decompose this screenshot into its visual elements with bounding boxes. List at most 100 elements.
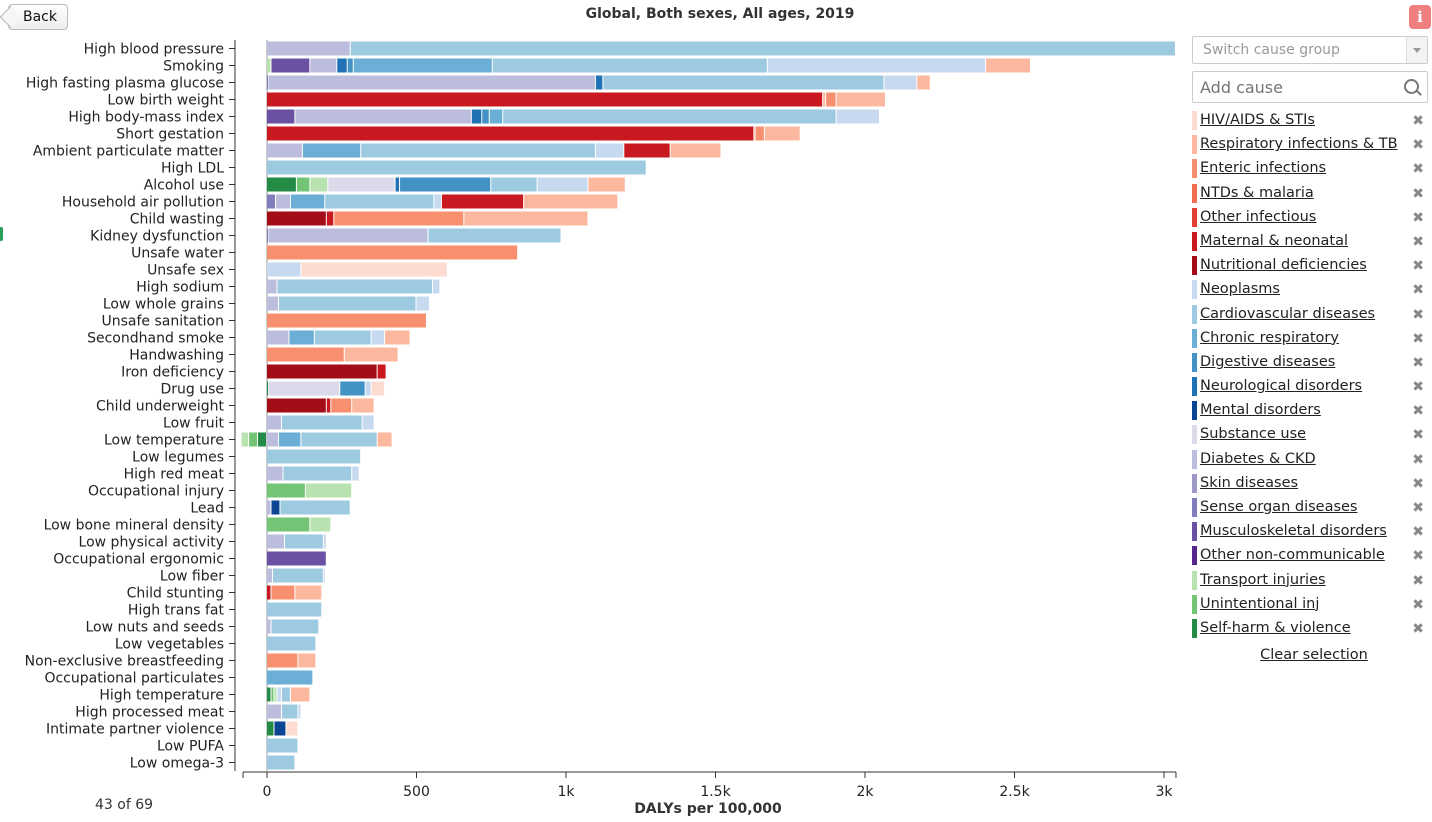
- legend-label[interactable]: Digestive diseases: [1200, 353, 1336, 370]
- bar-segment[interactable]: [836, 109, 879, 124]
- bar-segment[interactable]: [492, 58, 767, 73]
- bar-segment[interactable]: [267, 364, 377, 379]
- bar-segment[interactable]: [347, 58, 353, 73]
- bar-segment[interactable]: [767, 58, 986, 73]
- bar-segment[interactable]: [277, 279, 432, 294]
- legend-label[interactable]: Self-harm & violence: [1200, 619, 1351, 636]
- bar-segment[interactable]: [310, 58, 337, 73]
- bar-segment[interactable]: [267, 500, 271, 515]
- legend-item[interactable]: Substance use ✖: [1192, 423, 1428, 447]
- bar-segment[interactable]: [267, 415, 281, 430]
- close-icon[interactable]: ✖: [1412, 475, 1424, 492]
- legend-item[interactable]: Other infectious ✖: [1192, 206, 1428, 230]
- bar-segment[interactable]: [471, 109, 482, 124]
- bar-segment[interactable]: [365, 381, 371, 396]
- legend-label[interactable]: Substance use: [1200, 426, 1307, 443]
- close-icon[interactable]: ✖: [1412, 524, 1424, 541]
- bar-segment[interactable]: [280, 500, 350, 515]
- bar-segment[interactable]: [271, 500, 280, 515]
- bar-segment[interactable]: [267, 41, 350, 56]
- legend-label[interactable]: Diabetes & CKD: [1200, 450, 1316, 467]
- bar-segment[interactable]: [272, 568, 323, 583]
- bar-segment[interactable]: [267, 551, 326, 566]
- bar-segment[interactable]: [434, 194, 441, 209]
- bar-segment[interactable]: [281, 687, 290, 702]
- bar-segment[interactable]: [537, 177, 588, 192]
- legend-label[interactable]: NTDs & malaria: [1200, 184, 1314, 201]
- bar-segment[interactable]: [385, 330, 410, 345]
- bar-segment[interactable]: [290, 194, 325, 209]
- bar-segment[interactable]: [482, 109, 489, 124]
- bar-segment[interactable]: [428, 228, 561, 243]
- legend-label[interactable]: Nutritional deficiencies: [1200, 257, 1367, 274]
- clear-selection-link[interactable]: Clear selection: [1260, 647, 1368, 664]
- bar-segment[interactable]: [268, 381, 340, 396]
- legend-label[interactable]: Cardiovascular diseases: [1200, 305, 1376, 322]
- bar-segment[interactable]: [826, 92, 836, 107]
- legend-item[interactable]: Respiratory infections & TB ✖: [1192, 133, 1428, 157]
- bar-segment[interactable]: [310, 177, 328, 192]
- bar-segment[interactable]: [323, 534, 326, 549]
- bar-segment[interactable]: [284, 534, 323, 549]
- switch-cause-group-select[interactable]: Switch cause group: [1192, 36, 1428, 64]
- bar-segment[interactable]: [310, 517, 331, 532]
- bar-segment[interactable]: [267, 755, 295, 770]
- legend-item[interactable]: HIV/AIDS & STIs ✖: [1192, 109, 1428, 133]
- legend-label[interactable]: Sense organ diseases: [1200, 499, 1358, 515]
- legend-label[interactable]: Musculoskeletal disorders: [1200, 523, 1387, 540]
- bar-segment[interactable]: [267, 330, 289, 345]
- legend-label[interactable]: Mental disorders: [1200, 402, 1321, 419]
- bar-segment[interactable]: [267, 517, 310, 532]
- bar-segment[interactable]: [267, 721, 274, 736]
- legend-item[interactable]: Chronic respiratory ✖: [1192, 327, 1428, 351]
- bar-segment[interactable]: [277, 687, 281, 702]
- bar-segment[interactable]: [754, 126, 756, 141]
- bar-segment[interactable]: [268, 228, 428, 243]
- bar-segment[interactable]: [884, 75, 917, 90]
- legend-item[interactable]: Self-harm & violence ✖: [1192, 617, 1428, 641]
- bar-segment[interactable]: [267, 534, 284, 549]
- bar-segment[interactable]: [595, 143, 624, 158]
- bar-segment[interactable]: [295, 585, 322, 600]
- bar-segment[interactable]: [917, 75, 930, 90]
- bar-segment[interactable]: [352, 398, 374, 413]
- bar-segment[interactable]: [267, 313, 426, 328]
- bar-segment[interactable]: [395, 177, 400, 192]
- bar-segment[interactable]: [267, 160, 646, 175]
- close-icon[interactable]: ✖: [1412, 161, 1424, 178]
- close-icon[interactable]: ✖: [1412, 113, 1424, 129]
- bar-segment[interactable]: [361, 143, 595, 158]
- legend-label[interactable]: Chronic respiratory: [1200, 329, 1339, 346]
- close-icon[interactable]: ✖: [1412, 403, 1424, 420]
- bar-segment[interactable]: [764, 126, 800, 141]
- bar-segment[interactable]: [624, 143, 670, 158]
- bar-segment[interactable]: [823, 92, 826, 107]
- bar-segment[interactable]: [301, 432, 377, 447]
- bar-segment[interactable]: [281, 704, 298, 719]
- close-icon[interactable]: ✖: [1412, 330, 1424, 347]
- bar-segment[interactable]: [986, 58, 1030, 73]
- bar-segment[interactable]: [267, 585, 271, 600]
- bar-segment[interactable]: [278, 432, 301, 447]
- bar-segment[interactable]: [267, 109, 295, 124]
- bar-segment[interactable]: [595, 75, 603, 90]
- bar-segment[interactable]: [371, 381, 385, 396]
- bar-segment[interactable]: [340, 381, 365, 396]
- bar-segment[interactable]: [326, 398, 331, 413]
- legend-item[interactable]: Transport injuries ✖: [1192, 569, 1428, 593]
- bar-segment[interactable]: [267, 347, 344, 362]
- legend-item[interactable]: Musculoskeletal disorders ✖: [1192, 520, 1428, 544]
- bar-segment[interactable]: [267, 619, 271, 634]
- bar-segment[interactable]: [267, 449, 361, 464]
- search-icon[interactable]: [1404, 79, 1419, 94]
- close-icon[interactable]: ✖: [1412, 233, 1424, 250]
- bar-segment[interactable]: [283, 466, 352, 481]
- bar-segment[interactable]: [524, 194, 618, 209]
- legend-item[interactable]: Enteric infections ✖: [1192, 157, 1428, 181]
- bar-segment[interactable]: [267, 75, 268, 90]
- bar-segment[interactable]: [267, 636, 316, 651]
- close-icon[interactable]: ✖: [1412, 572, 1424, 589]
- bar-segment[interactable]: [267, 568, 272, 583]
- bar-segment[interactable]: [274, 687, 277, 702]
- bar-segment[interactable]: [286, 721, 298, 736]
